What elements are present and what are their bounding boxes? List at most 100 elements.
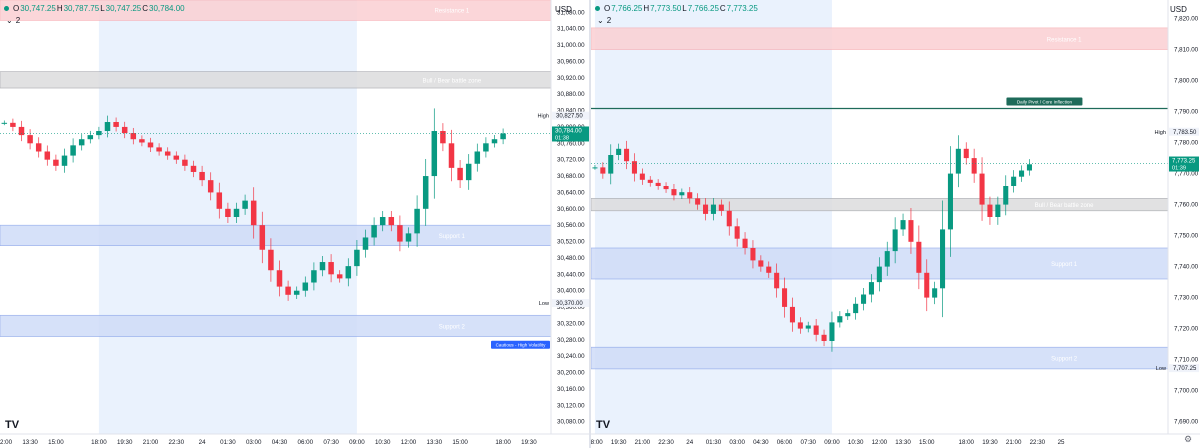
price-tick-label: 7,810.00	[1174, 47, 1199, 54]
settings-gear-icon[interactable]: ⚙	[1184, 434, 1193, 444]
candle-body	[900, 220, 906, 230]
tradingview-logo: TV	[5, 419, 20, 431]
time-tick-label: 22:30	[1030, 439, 1046, 446]
time-tick-label: 06:00	[298, 439, 314, 446]
currency-label-left: USD	[555, 5, 572, 14]
time-tick-label: 24	[199, 439, 206, 446]
price-tick-label: 30,240.00	[557, 353, 585, 360]
candle-body	[631, 161, 637, 174]
candle-body	[500, 133, 506, 140]
candle-body	[44, 151, 51, 160]
pivot-label: Daily Pivot / Core Inflection	[1017, 99, 1073, 104]
time-tick-label: 13:30	[895, 439, 911, 446]
candle-body	[837, 316, 843, 323]
time-tick-label: 21:00	[1006, 439, 1022, 446]
time-tick-label: 01:30	[220, 439, 236, 446]
close-label: C	[719, 4, 726, 13]
low-price-bg	[1169, 364, 1199, 373]
candle-body	[821, 334, 827, 341]
candle-body	[225, 208, 231, 217]
price-tick-label: 30,600.00	[557, 206, 585, 213]
time-tick-label: 18:00	[91, 439, 107, 446]
candle-body	[474, 151, 481, 164]
pivot-label-bg	[1006, 97, 1083, 106]
candle-body	[797, 322, 803, 329]
candle-body	[457, 167, 463, 181]
candle-body	[207, 180, 214, 193]
zone-label-support1: Support 1	[1051, 262, 1078, 268]
last-price-tag	[1169, 156, 1199, 172]
high-label: H	[56, 4, 63, 13]
price-tick-label: 30,200.00	[557, 370, 585, 377]
indicators-toggle-left[interactable]: ⌄ 2	[6, 16, 20, 25]
candle-body	[592, 167, 598, 169]
candle-body	[147, 142, 154, 148]
candle-body	[742, 238, 748, 248]
candle-body	[884, 251, 890, 267]
zone-label-resistance: Resistance 1	[1047, 37, 1082, 43]
price-tick-label: 31,000.00	[557, 42, 585, 49]
zone-support1	[0, 224, 552, 246]
time-tick-label: 19:30	[982, 439, 998, 446]
candle-body	[70, 145, 76, 156]
low-label: L	[100, 4, 105, 13]
candle-body	[371, 225, 377, 238]
chevron-down-icon: ⌄	[6, 16, 13, 25]
candle-body	[1, 122, 8, 124]
candle-body	[448, 143, 455, 168]
time-tick-label: 03:00	[729, 439, 745, 446]
candle-body	[397, 225, 403, 242]
candle-body	[932, 288, 938, 298]
candle-body	[293, 290, 300, 295]
candle-body	[233, 208, 240, 217]
price-tick-label: 7,690.00	[1174, 419, 1199, 426]
price-tick-label: 7,750.00	[1174, 233, 1199, 240]
chart-canvas-right[interactable]: Resistance 1 Bull / Bear battle zone Suppo…	[591, 0, 1200, 448]
candle-body	[726, 210, 732, 227]
candle-body	[405, 233, 412, 242]
candle-body	[624, 148, 630, 162]
panel-divider[interactable]	[589, 0, 591, 448]
price-tick-label: 30,160.00	[557, 386, 585, 393]
volatility-annotation-bg	[491, 340, 550, 349]
candle-body	[268, 249, 274, 271]
time-tick-label: 03:00	[246, 439, 262, 446]
price-tick-label: 30,840.00	[557, 108, 585, 115]
high-marker-label: High	[1154, 130, 1166, 136]
candle-body	[734, 226, 740, 239]
price-tick-label: 31,040.00	[557, 26, 585, 33]
candle-body	[199, 171, 205, 181]
price-tick-label: 7,800.00	[1174, 78, 1199, 85]
price-tick-label: 30,320.00	[557, 320, 585, 327]
candle-body	[379, 217, 386, 226]
candle-body	[916, 241, 922, 273]
chart-panel-right[interactable]: Resistance 1 Bull / Bear battle zone Suppo…	[591, 0, 1200, 448]
low-value: 7,766.25	[687, 4, 719, 13]
price-tick-label: 7,700.00	[1174, 388, 1199, 395]
candle-body	[750, 248, 756, 261]
time-tick-label: 15:00	[48, 439, 64, 446]
candle-body	[216, 192, 223, 209]
symbol-status-dot	[4, 6, 9, 11]
zone-support2	[591, 346, 1169, 370]
candle-body	[1019, 170, 1025, 177]
indicators-toggle-right[interactable]: ⌄ 2	[597, 16, 611, 25]
high-value: 7,773.50	[650, 4, 682, 13]
time-tick-label: 21:00	[635, 439, 651, 446]
candle-body	[655, 182, 661, 186]
candle-body	[845, 313, 851, 317]
price-tick-label: 7,780.00	[1174, 140, 1199, 147]
price-tick-label: 30,400.00	[557, 288, 585, 295]
chart-canvas-left[interactable]: Resistance 1 Bull / Bear battle zone Suppo…	[0, 0, 590, 448]
candle-body	[947, 173, 953, 230]
indicator-count: 2	[15, 16, 21, 25]
candle-body	[431, 131, 438, 177]
chart-panel-left[interactable]: Resistance 1 Bull / Bear battle zone Suppo…	[0, 0, 590, 448]
price-tick-label: 30,720.00	[557, 157, 585, 164]
candle-body	[766, 266, 772, 273]
open-value: 7,766.25	[611, 4, 643, 13]
time-tick-label: 12:00	[0, 439, 13, 446]
candle-body	[336, 274, 343, 279]
candle-body	[908, 220, 914, 242]
candle-body	[483, 143, 489, 152]
